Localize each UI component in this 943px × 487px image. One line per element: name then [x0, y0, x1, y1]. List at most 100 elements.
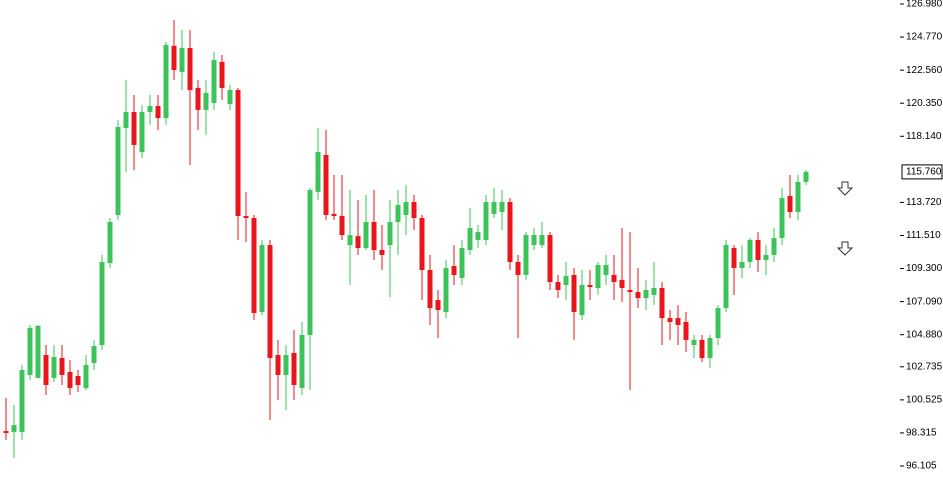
candle-body [395, 204, 401, 223]
candle-body [707, 337, 713, 359]
candle-body [619, 279, 625, 289]
y-tick-label: 98.315 [906, 428, 937, 439]
candle-body [611, 274, 617, 283]
candle-body [571, 274, 577, 312]
y-tick-label: 126.980 [906, 0, 943, 10]
candle-body [739, 261, 745, 268]
candle-body [603, 264, 609, 275]
candle-body [355, 236, 361, 249]
candle-body [731, 248, 737, 268]
candle-body [203, 93, 209, 110]
candle-body [139, 112, 145, 152]
last-price-label: 115.760 [906, 167, 942, 178]
y-tick-label: 100.525 [906, 395, 943, 406]
candle-body [179, 47, 185, 72]
candle-body [499, 201, 505, 212]
candle-body [227, 90, 233, 104]
y-tick-label: 118.140 [906, 131, 942, 142]
y-tick-label: 96.105 [906, 461, 937, 472]
y-tick-label: 102.735 [906, 361, 943, 372]
candle-body [659, 288, 665, 319]
candle-body [803, 171, 809, 182]
candle-body [59, 358, 65, 375]
candle-body [171, 45, 177, 70]
candle-body [387, 222, 393, 246]
candle-body [187, 47, 193, 91]
candle-body [475, 232, 481, 240]
candle-body [411, 201, 417, 218]
candle-body [123, 112, 129, 129]
y-tick-label: 122.560 [906, 65, 943, 76]
candle-body [19, 370, 25, 432]
candle-body [579, 285, 585, 316]
candle-body [147, 106, 153, 113]
candle-body [507, 201, 513, 262]
candle-body [275, 355, 281, 375]
candle-body [451, 266, 457, 275]
candle-body [115, 127, 121, 215]
candle-body [379, 250, 385, 255]
candle-body [691, 339, 697, 346]
candle-body [587, 285, 593, 287]
last-price-box [901, 164, 943, 180]
candle-body [667, 318, 673, 322]
candle-body [27, 327, 33, 375]
candle-body [787, 195, 793, 212]
y-tick-label: 107.090 [906, 296, 943, 307]
y-tick-label: 109.300 [906, 263, 943, 274]
y-tick-label: 111.510 [906, 230, 941, 241]
candle-body [75, 375, 81, 385]
candle-body [219, 61, 225, 88]
y-tick-label: 104.880 [906, 329, 943, 340]
candle-body [283, 355, 289, 375]
candle-body [43, 355, 49, 385]
candle-body [251, 217, 257, 313]
candle-body [635, 292, 641, 299]
candle-body [427, 270, 433, 309]
candle-body [563, 276, 569, 286]
candle-body [347, 235, 353, 246]
candle-body [51, 356, 57, 378]
candle-body [747, 239, 753, 262]
candle-body [3, 431, 9, 434]
candle-body [259, 245, 265, 312]
candle-body [99, 261, 105, 346]
candle-body [723, 245, 729, 309]
candle-body [443, 267, 449, 312]
candle-body [307, 189, 313, 335]
candle-body [331, 213, 337, 217]
candle-body [403, 201, 409, 215]
candle-body [643, 289, 649, 299]
candle-body [83, 365, 89, 388]
candle-body [763, 254, 769, 261]
candle-body [595, 264, 601, 289]
candle-body [163, 45, 169, 119]
candle-body [339, 216, 345, 236]
candle-body [131, 112, 137, 145]
candle-body [299, 334, 305, 388]
candle-body [547, 235, 553, 283]
candle-body [155, 106, 161, 119]
candle-body [11, 425, 17, 432]
candle-body [107, 222, 113, 264]
candle-body [491, 201, 497, 214]
candle-body [539, 235, 545, 246]
candle-body [531, 235, 537, 246]
candle-body [235, 90, 241, 217]
candle-body [467, 228, 473, 251]
candle-body [435, 299, 441, 311]
candle-body [267, 245, 273, 359]
candle-body [363, 222, 369, 249]
y-tick-label: 124.770 [906, 32, 943, 43]
candle-body [779, 197, 785, 239]
down-arrow [836, 181, 854, 256]
candle-body [683, 321, 689, 340]
candle-body [755, 239, 761, 261]
candle-body [195, 87, 201, 110]
candle-body [243, 216, 249, 218]
candle-body [627, 289, 633, 293]
candle-body [771, 238, 777, 255]
candle-body [795, 181, 801, 212]
candle-body [211, 59, 217, 103]
